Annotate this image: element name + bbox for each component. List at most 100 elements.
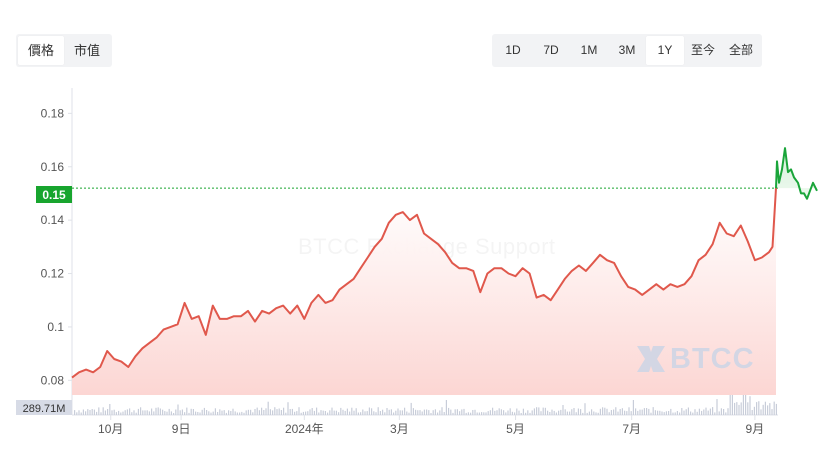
volume-bar (423, 409, 425, 415)
volume-bar (734, 402, 736, 415)
volume-bar (102, 407, 104, 415)
volume-bar (459, 411, 461, 415)
tab-range-7d[interactable]: 7D (543, 43, 559, 57)
volume-bar (560, 409, 562, 415)
current-price-tag: 0.15 (36, 186, 72, 203)
volume-bar (155, 407, 157, 415)
volume-bar (727, 408, 729, 415)
volume-bar (586, 412, 588, 415)
volume-bar (137, 408, 139, 415)
volume-bar (771, 409, 773, 415)
volume-bar (166, 411, 168, 415)
tab-range-1y[interactable]: 1Y (646, 36, 684, 65)
volume-bar (720, 408, 722, 415)
price-area-fill (72, 188, 776, 395)
chart-mode-tabs: 價格 市值 (16, 34, 112, 67)
volume-bar (760, 409, 762, 415)
volume-bar (87, 409, 89, 415)
volume-bar (683, 410, 685, 415)
volume-bar (408, 412, 410, 415)
tab-range-all[interactable]: 全部 (728, 43, 753, 57)
btcc-logo-text: BTCC (670, 343, 755, 375)
volume-bar (357, 412, 359, 415)
volume-bar (562, 405, 564, 415)
volume-bar (742, 385, 744, 415)
volume-bar (232, 408, 234, 415)
volume-bar (78, 410, 80, 415)
volume-bar (659, 410, 661, 415)
volume-bar (338, 412, 340, 415)
volume-bar (555, 412, 557, 415)
tab-market-cap[interactable]: 市值 (73, 43, 100, 58)
volume-bar (731, 394, 733, 415)
volume-bar (206, 410, 208, 415)
volume-bar (476, 412, 478, 415)
volume-bar (247, 409, 249, 415)
volume-bar (452, 412, 454, 415)
volume-bar (668, 411, 670, 415)
volume-bar (650, 412, 652, 415)
volume-bar (472, 410, 474, 415)
volume-bar (263, 410, 265, 415)
volume-bar (566, 411, 568, 415)
volume-bar (256, 407, 258, 415)
tab-range-1m[interactable]: 1M (580, 43, 598, 57)
volume-bar (404, 407, 406, 415)
volume-bar (386, 408, 388, 415)
volume-bar (241, 411, 243, 415)
volume-bar (199, 412, 201, 415)
volume-tag: 289.71M (16, 400, 72, 415)
volume-bar (278, 408, 280, 415)
volume-bar (773, 401, 775, 415)
volume-bars (74, 385, 777, 415)
volume-bar (540, 411, 542, 415)
volume-bar (496, 410, 498, 415)
tab-range-ytd[interactable]: 至今 (690, 43, 715, 57)
volume-bar (756, 402, 758, 415)
volume-bar (610, 410, 612, 415)
volume-bar (588, 411, 590, 415)
volume-bar (641, 409, 643, 415)
volume-bar (118, 410, 120, 415)
volume-label: 289.71M (23, 403, 66, 415)
volume-bar (133, 410, 135, 415)
y-tick-label: 0.14 (41, 213, 65, 227)
volume-bar (234, 411, 236, 415)
volume-bar (406, 411, 408, 415)
volume-bar (399, 410, 401, 415)
volume-bar (351, 407, 353, 415)
volume-bar (692, 412, 694, 415)
volume-bar (294, 411, 296, 415)
volume-bar (104, 410, 106, 415)
volume-bar (448, 407, 450, 415)
volume-bar (443, 412, 445, 415)
volume-bar (146, 410, 148, 415)
volume-bar (654, 410, 656, 415)
volume-bar (362, 409, 364, 415)
volume-bar (514, 412, 516, 415)
volume-bar (395, 410, 397, 415)
volume-bar (274, 407, 276, 415)
tab-range-3m[interactable]: 3M (618, 43, 636, 57)
volume-bar (217, 412, 219, 415)
volume-bar (663, 412, 665, 415)
volume-bar (382, 409, 384, 415)
volume-bar (439, 410, 441, 415)
tab-price[interactable]: 價格 (18, 36, 64, 65)
volume-bar (729, 386, 731, 415)
volume-bar (421, 411, 423, 415)
volume-bar (148, 411, 150, 415)
volume-bar (364, 411, 366, 415)
volume-bar (329, 410, 331, 415)
volume-bar (542, 407, 544, 415)
tab-range-1d[interactable]: 1D (505, 43, 521, 57)
volume-bar (511, 411, 513, 415)
volume-bar (159, 408, 161, 415)
volume-bar (316, 407, 318, 415)
volume-bar (434, 409, 436, 415)
volume-bar (635, 408, 637, 415)
volume-bar (186, 407, 188, 415)
volume-bar (142, 410, 144, 415)
volume-bar (725, 412, 727, 415)
